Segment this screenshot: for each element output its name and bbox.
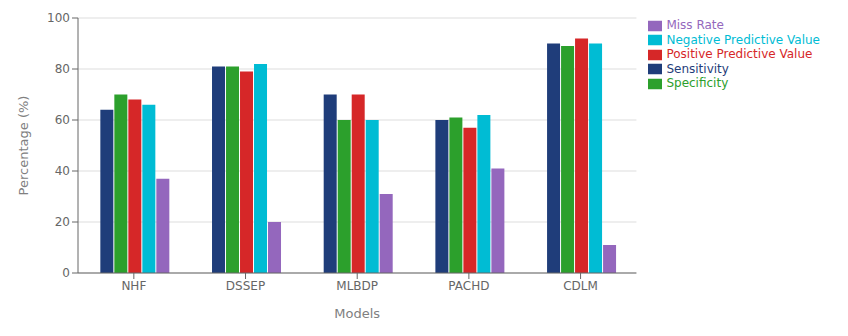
svg-text:Models: Models — [334, 306, 380, 321]
svg-text:100: 100 — [47, 11, 70, 25]
svg-text:0: 0 — [62, 266, 70, 280]
svg-text:DSSEP: DSSEP — [226, 279, 265, 293]
svg-text:40: 40 — [55, 164, 70, 178]
svg-text:60: 60 — [55, 113, 70, 127]
html-text:Sensitivity: Sensitivity — [666, 61, 729, 76]
svg-text:MLBDP: MLBDP — [336, 279, 378, 293]
html-text:Negative Predictive Value: Negative Predictive Value — [666, 32, 820, 47]
html-text:Miss Rate: Miss Rate — [666, 18, 724, 32]
svg-text:80: 80 — [55, 62, 70, 76]
svg-text:Percentage (%): Percentage (%) — [16, 96, 31, 196]
svg-text:PACHD: PACHD — [448, 279, 489, 293]
html-text:Positive Predictive Value: Positive Predictive Value — [666, 47, 813, 61]
svg-text:CDLM: CDLM — [563, 279, 598, 293]
svg-text:NHF: NHF — [121, 279, 146, 293]
svg-text:20: 20 — [55, 215, 70, 229]
html-text:Specificity: Specificity — [666, 76, 729, 90]
